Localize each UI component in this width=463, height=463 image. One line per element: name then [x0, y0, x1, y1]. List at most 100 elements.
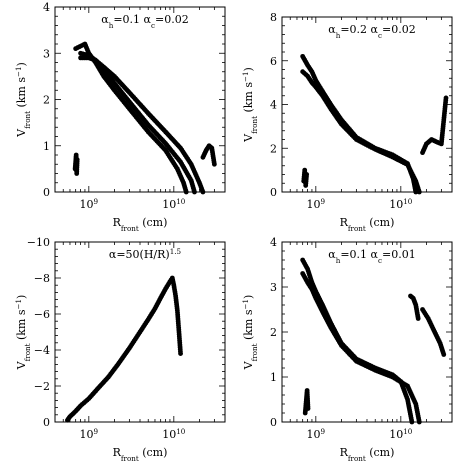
x-tick-label: 1010 — [162, 197, 186, 212]
panel-annotation: αh=0.1 αc=0.01 — [328, 248, 415, 265]
panel-annotation-part: =0.01 — [382, 248, 416, 261]
y-axis-label-part: V — [242, 360, 255, 370]
data-point — [304, 172, 310, 177]
y-tick-label: 2 — [270, 326, 277, 339]
y-axis-label-part: V — [15, 128, 28, 138]
x-axis-label-part: front — [348, 454, 366, 463]
y-tick-label: 8 — [270, 11, 277, 24]
data-point — [74, 157, 80, 163]
panel-annotation-part: =0.02 — [382, 23, 416, 36]
data-point — [178, 351, 183, 356]
x-axis-label-part: front — [121, 224, 139, 233]
y-axis-label-part: front — [23, 343, 32, 361]
x-axis-label-part: front — [121, 454, 139, 463]
y-tick-label: 3 — [270, 281, 277, 294]
x-tick-label: 109 — [307, 427, 326, 442]
y-tick-label: −6 — [34, 308, 50, 321]
y-axis-label-part: (km s — [242, 82, 255, 116]
x-tick-label-part: 9 — [94, 197, 99, 206]
series-4 — [408, 293, 421, 321]
y-axis-label-part: ) — [15, 295, 28, 299]
panel-annotation: αh=0.2 αc=0.02 — [328, 23, 415, 40]
panel-annotation-part: =0.1 α — [340, 248, 378, 261]
plot-frame — [281, 16, 453, 193]
y-axis-label-part: ) — [242, 67, 255, 71]
y-tick-label: 3 — [43, 47, 50, 60]
x-tick-label-part: 10 — [176, 427, 186, 436]
data-point — [416, 189, 422, 195]
y-tick-label: 0 — [270, 186, 277, 199]
panel-annotation-part: 1.5 — [170, 247, 181, 256]
panel-annotation-part: =0.1 α — [113, 13, 151, 26]
x-tick-label-part: 10 — [80, 198, 94, 211]
y-axis-label-part: −1 — [241, 71, 250, 82]
x-tick-label-part: 9 — [94, 427, 99, 436]
x-tick-label-part: 10 — [389, 428, 403, 441]
x-axis-label: Rfront (cm) — [113, 216, 168, 233]
panel-annotation-part: h — [109, 21, 114, 30]
y-tick-label: 4 — [270, 99, 277, 112]
y-axis-label-part: −1 — [14, 66, 23, 77]
x-tick-label-part: 10 — [162, 428, 176, 441]
x-axis-label-part: (cm) — [366, 446, 395, 459]
x-axis-label-part: R — [340, 216, 349, 229]
y-tick-label: −10 — [27, 236, 50, 249]
x-tick-label-part: 10 — [403, 427, 413, 436]
panel-annotation-part: h — [336, 31, 341, 40]
x-tick-label: 109 — [307, 197, 326, 212]
series-3 — [78, 55, 206, 195]
data-point — [200, 189, 206, 195]
x-tick-label-part: 10 — [389, 198, 403, 211]
y-axis-label: Vfront (km s−1) — [241, 67, 259, 143]
x-tick-label-part: 9 — [321, 197, 326, 206]
y-tick-label: 1 — [270, 371, 277, 384]
y-axis-label-part: front — [250, 116, 259, 134]
y-axis-label: Vfront (km s−1) — [14, 295, 32, 371]
data-point — [305, 406, 311, 411]
y-axis-label: Vfront (km s−1) — [14, 62, 32, 138]
panel-annotation-part: =0.02 — [155, 13, 189, 26]
y-tick-label: 0 — [270, 416, 277, 429]
series-1 — [300, 53, 419, 195]
panel-annotation-part: α — [328, 23, 336, 36]
y-axis-label-part: (km s — [15, 309, 28, 343]
series-4 — [420, 95, 449, 156]
panel-annotation-part: α — [101, 13, 109, 26]
series-3 — [302, 388, 311, 416]
y-tick-label: 0 — [43, 416, 50, 429]
data-point — [192, 189, 197, 195]
x-tick-label: 109 — [80, 427, 99, 442]
panel-annotation: αh=0.1 αc=0.02 — [101, 13, 188, 30]
x-axis-label-part: R — [113, 216, 122, 229]
data-point — [441, 352, 447, 357]
y-axis-label-part: V — [15, 360, 28, 370]
x-axis-label-part: R — [113, 446, 122, 459]
series-2 — [300, 271, 422, 425]
panel-annotation-part: α — [328, 248, 336, 261]
x-tick-label-part: 10 — [176, 197, 186, 206]
y-axis-label-part: (km s — [242, 309, 255, 343]
series-1 — [65, 275, 183, 423]
x-tick-label: 109 — [80, 197, 99, 212]
y-tick-label: 4 — [270, 236, 277, 249]
x-tick-label: 1010 — [389, 427, 413, 442]
y-tick-label: 0 — [43, 186, 50, 199]
y-axis-label-part: (km s — [15, 77, 28, 111]
plot-frame — [54, 6, 226, 193]
data-point — [409, 419, 415, 425]
series-1 — [300, 257, 415, 425]
y-axis-label-part: front — [250, 343, 259, 361]
y-tick-label: 1 — [43, 140, 50, 153]
panel-annotation-part: α=50(H/R) — [109, 248, 170, 261]
x-tick-label: 1010 — [389, 197, 413, 212]
y-axis-label-part: −1 — [241, 299, 250, 310]
x-axis-label-part: (cm) — [139, 446, 168, 459]
x-tick-label-part: 10 — [80, 428, 94, 441]
y-axis-label-part: V — [242, 133, 255, 143]
x-tick-label-part: 10 — [403, 197, 413, 206]
